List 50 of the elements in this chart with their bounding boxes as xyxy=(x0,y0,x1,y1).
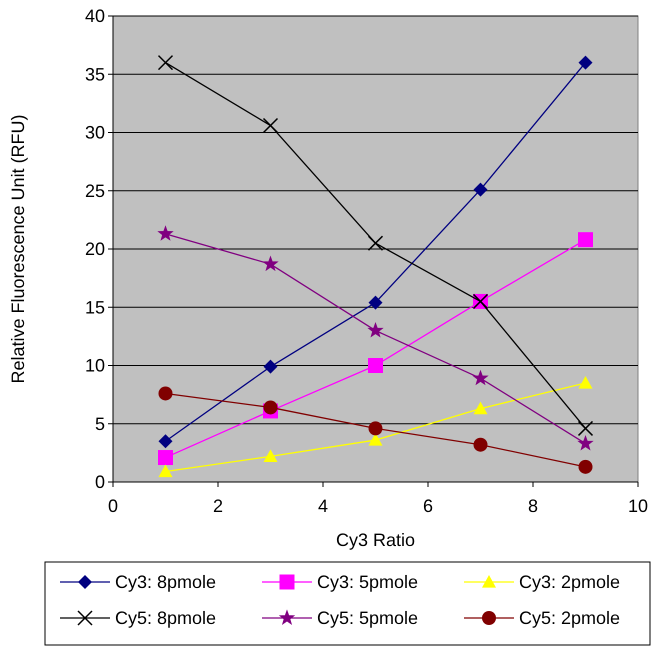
point xyxy=(368,235,384,251)
y-tick-label: 10 xyxy=(84,356,105,376)
legend-label: Cy3: 8pmole xyxy=(115,572,216,592)
point xyxy=(158,54,174,70)
point xyxy=(264,400,278,414)
point xyxy=(368,421,382,436)
legend-label: Cy5: 2pmole xyxy=(519,608,620,628)
x-tick-label: 6 xyxy=(422,496,434,516)
point xyxy=(158,450,173,466)
point xyxy=(264,449,278,462)
legend-label: Cy3: 5pmole xyxy=(317,572,418,592)
y-tick-label: 35 xyxy=(84,64,105,84)
point xyxy=(158,464,172,478)
point xyxy=(264,360,278,374)
x-tick-label: 10 xyxy=(628,496,648,516)
x-tick-label: 2 xyxy=(212,496,224,516)
point xyxy=(474,182,488,197)
y-tick-label: 40 xyxy=(84,6,105,26)
y-tick-label: 5 xyxy=(94,414,105,434)
x-axis-title: Cy3 Ratio xyxy=(336,530,416,550)
y-axis-title: Relative Fluorescence Unit (RFU) xyxy=(8,114,28,384)
point xyxy=(158,434,172,448)
point xyxy=(368,433,382,446)
point xyxy=(474,438,488,452)
legend-label: Cy5: 5pmole xyxy=(317,608,418,628)
point xyxy=(578,436,594,450)
y-tick-label: 30 xyxy=(84,122,105,142)
y-tick-label: 0 xyxy=(94,472,105,492)
point xyxy=(368,296,382,310)
point xyxy=(368,322,384,338)
legend-label: Cy3: 2pmole xyxy=(519,572,620,592)
x-tick-label: 0 xyxy=(108,496,118,516)
x-tick-label: 8 xyxy=(528,496,538,516)
y-tick-label: 15 xyxy=(84,297,105,318)
point xyxy=(158,226,174,240)
point xyxy=(262,256,278,271)
y-tick-label: 25 xyxy=(84,180,105,201)
point xyxy=(578,420,594,436)
point xyxy=(474,402,488,414)
point xyxy=(578,376,592,389)
y-tick-label: 20 xyxy=(84,239,105,259)
point xyxy=(368,358,383,373)
point xyxy=(262,118,278,134)
point xyxy=(472,370,488,385)
point xyxy=(578,232,593,248)
point xyxy=(578,56,592,70)
point xyxy=(578,460,592,474)
point xyxy=(158,386,172,400)
x-tick-label: 4 xyxy=(318,496,328,516)
legend-label: Cy5: 8pmole xyxy=(115,608,216,628)
